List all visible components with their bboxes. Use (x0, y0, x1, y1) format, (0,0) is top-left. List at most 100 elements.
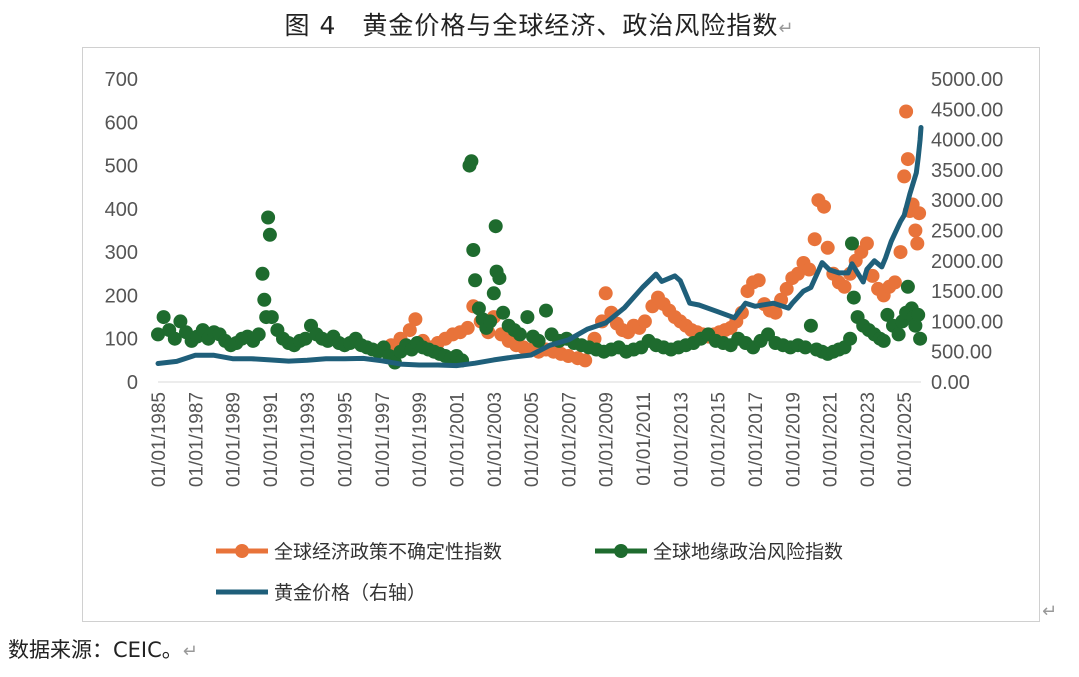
gpr-point (531, 333, 546, 348)
epu-point (893, 245, 908, 260)
gpr-point (512, 327, 527, 342)
epu-point (802, 262, 817, 277)
epu-point (897, 169, 912, 184)
chart-svg: 0 100 200 300 400 500 600 700 0.00 500.00 1000.00… (105, 69, 1004, 604)
x-tick-label: 01/01/2023 (858, 392, 879, 487)
gold-price-line (155, 125, 924, 369)
epu-point (751, 273, 766, 288)
series-gold (155, 125, 924, 369)
gpr-point (173, 314, 188, 329)
y-right-tick-label: 1000.00 (931, 311, 1003, 333)
series-epu (374, 104, 927, 368)
epu-point (910, 236, 925, 251)
y-left-tick-label: 0 (127, 372, 138, 394)
y-left-tick-label: 700 (105, 69, 138, 91)
gpr-point (845, 236, 859, 251)
x-tick-label: 01/01/1989 (224, 392, 245, 487)
y-left-tick-label: 400 (105, 199, 138, 221)
y-right-tick-label: 4000.00 (931, 130, 1003, 152)
x-tick-label: 01/01/2021 (821, 392, 842, 487)
gpr-point (264, 310, 279, 325)
x-tick-label: 01/01/2001 (447, 392, 468, 487)
series-gpr (151, 154, 928, 370)
epu-point (779, 281, 794, 296)
epu-point (887, 275, 902, 290)
x-axis: 01/01/1985 01/01/1987 01/01/1989 01/01/1991… (149, 392, 916, 487)
y-right-tick-label: 3500.00 (931, 160, 1003, 182)
gpr-point (251, 327, 266, 342)
x-tick-label: 01/01/2013 (671, 392, 692, 487)
gpr-point (900, 279, 915, 294)
epu-point (908, 223, 923, 238)
source-note: 数据来源：CEIC。↵ (8, 634, 198, 664)
gpr-point (488, 219, 503, 234)
legend-marker-1 (614, 544, 628, 558)
epu-point (820, 240, 835, 255)
x-tick-label: 01/01/1997 (373, 392, 394, 487)
gpr-point (913, 331, 928, 346)
gpr-point (471, 301, 486, 316)
y-right-axis: 0.00 500.00 1000.00 1500.00 2000.00 2500.00 30… (931, 69, 1003, 394)
x-tick-label: 01/01/2015 (709, 392, 730, 487)
legend-label-0: 全球经济政策不确定性指数 (274, 541, 502, 563)
gpr-point (908, 318, 923, 333)
gpr-point (483, 314, 498, 329)
epu-point (912, 206, 927, 221)
epu-point (578, 353, 593, 368)
gpr-point (257, 292, 272, 307)
gpr-point (911, 307, 926, 322)
y-left-axis: 0 100 200 300 400 500 600 700 (105, 69, 138, 394)
gpr-point (880, 307, 895, 322)
gpr-point (891, 327, 906, 342)
x-tick-label: 01/01/2019 (783, 392, 804, 487)
epu-point (899, 104, 914, 119)
source-text: 数据来源：CEIC。 (8, 638, 183, 662)
legend-marker-0 (235, 544, 249, 558)
epu-point (865, 268, 880, 283)
gpr-point (798, 340, 813, 355)
legend-label-2: 黄金价格（右轴） (274, 582, 426, 604)
gpr-point (255, 266, 270, 281)
gpr-point (520, 310, 535, 325)
gpr-point (492, 271, 507, 286)
gpr-point (151, 327, 165, 342)
gpr-point (846, 290, 861, 305)
gpr-point (464, 154, 479, 169)
epu-point (790, 266, 805, 281)
y-right-tick-label: 3000.00 (931, 190, 1003, 212)
figure-title: 图 4 黄金价格与全球经济、政治风险指数↵ (0, 6, 1079, 42)
epu-point (768, 305, 783, 320)
end-paragraph-mark: ↵ (1042, 601, 1058, 622)
gpr-point (486, 286, 501, 301)
figure-title-text: 图 4 黄金价格与全球经济、政治风险指数 (284, 11, 779, 40)
y-right-tick-label: 1500.00 (931, 281, 1003, 303)
gpr-point (261, 210, 276, 225)
gpr-point (298, 331, 313, 346)
gpr-point (167, 331, 182, 346)
gpr-point (262, 227, 277, 242)
chart-frame: 0 100 200 300 400 500 600 700 0.00 500.00 1000.00… (82, 47, 1040, 622)
y-left-tick-label: 500 (105, 156, 138, 178)
epu-point (859, 236, 874, 251)
y-right-tick-label: 0.00 (931, 372, 970, 394)
source-paragraph-mark: ↵ (182, 641, 198, 662)
x-tick-label: 01/01/1991 (261, 392, 282, 487)
gpr-point (843, 331, 858, 346)
epu-point (900, 152, 915, 167)
epu-point (598, 286, 613, 301)
x-tick-label: 01/01/1985 (149, 392, 170, 487)
y-left-tick-label: 200 (105, 285, 138, 307)
gpr-point (156, 310, 171, 325)
epu-point (637, 314, 652, 329)
x-tick-label: 01/01/2017 (746, 392, 767, 487)
epu-point (460, 320, 475, 335)
x-tick-label: 01/01/2005 (522, 392, 543, 487)
x-tick-label: 01/01/1987 (186, 392, 207, 487)
epu-point (817, 199, 831, 214)
gpr-point (466, 243, 481, 257)
gpr-point (876, 333, 891, 348)
x-tick-label: 01/01/2009 (597, 392, 618, 487)
gpr-point (539, 303, 553, 318)
gpr-point (803, 318, 818, 333)
